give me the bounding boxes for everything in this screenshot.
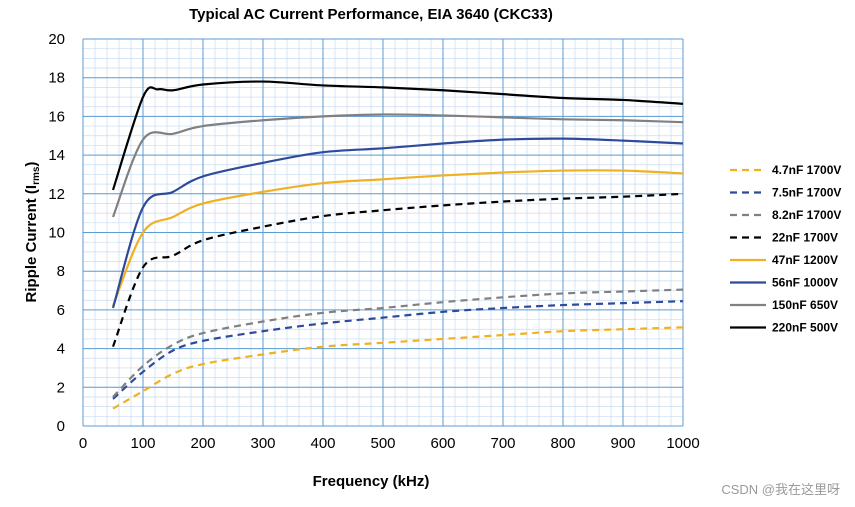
series-line-4-7nf-1700v (112, 326, 684, 410)
legend-label-22nf-1700v: 22nF 1700V (772, 231, 838, 245)
series-lines (111, 80, 684, 410)
y-axis-label-close: ) (23, 162, 40, 167)
legend-label-150nf-650v: 150nF 650V (772, 298, 838, 312)
x-tick-label: 800 (550, 435, 575, 452)
y-tick-label: 14 (48, 147, 65, 164)
y-tick-label: 0 (57, 418, 65, 435)
y-tick-label: 12 (48, 186, 65, 203)
watermark: CSDN @我在这里呀 (721, 482, 840, 497)
series-line-7-5nf-1700v (112, 300, 684, 400)
y-tick-label: 16 (48, 108, 65, 125)
x-tick-labels: 0 100 200 300 400 500 600 700 800 900 1000 (79, 435, 700, 452)
series-line-8-2nf-1700v (112, 288, 684, 398)
series-line-220nf-500v (111, 80, 684, 191)
legend-label-8-2nf-1700v: 8.2nF 1700V (772, 208, 841, 222)
x-tick-label: 0 (79, 435, 87, 452)
x-tick-label: 700 (490, 435, 515, 452)
y-tick-label: 2 (57, 379, 65, 396)
series-line-22nf-1700v (111, 192, 684, 348)
y-axis-label-main: Ripple Current (I (23, 185, 40, 303)
x-tick-label: 500 (370, 435, 395, 452)
x-tick-label: 600 (430, 435, 455, 452)
chart-title: Typical AC Current Performance, EIA 3640… (189, 6, 553, 23)
y-tick-label: 6 (57, 302, 65, 319)
x-tick-label: 200 (190, 435, 215, 452)
y-axis-label-subscript: rms (31, 166, 42, 185)
y-tick-label: 8 (57, 263, 65, 280)
legend-label-4-7nf-1700v: 4.7nF 1700V (772, 163, 841, 177)
x-tick-label: 900 (610, 435, 635, 452)
y-tick-label: 4 (57, 341, 65, 358)
legend-label-7-5nf-1700v: 7.5nF 1700V (772, 186, 841, 200)
y-tick-label: 20 (48, 31, 65, 48)
series-line-47nf-1200v (111, 169, 684, 307)
x-axis-label: Frequency (kHz) (313, 473, 430, 490)
x-tick-label: 400 (310, 435, 335, 452)
legend: 4.7nF 1700V 7.5nF 1700V 8.2nF 1700V 22nF 17… (730, 163, 841, 335)
y-tick-labels: 0 2 4 6 8 10 12 14 16 18 20 (48, 31, 65, 435)
y-tick-label: 18 (48, 70, 65, 87)
series-line-56nf-1000v (111, 137, 684, 309)
x-tick-label: 100 (130, 435, 155, 452)
legend-label-220nf-500v: 220nF 500V (772, 321, 838, 335)
x-tick-label: 300 (250, 435, 275, 452)
major-grid (82, 38, 684, 427)
legend-label-47nf-1200v: 47nF 1200V (772, 253, 838, 267)
y-tick-label: 10 (48, 225, 65, 242)
x-tick-label: 1000 (666, 435, 699, 452)
legend-label-56nf-1000v: 56nF 1000V (772, 276, 838, 290)
series-line-150nf-650v (111, 113, 684, 218)
y-axis-label: Ripple Current (Irms) (23, 162, 42, 303)
